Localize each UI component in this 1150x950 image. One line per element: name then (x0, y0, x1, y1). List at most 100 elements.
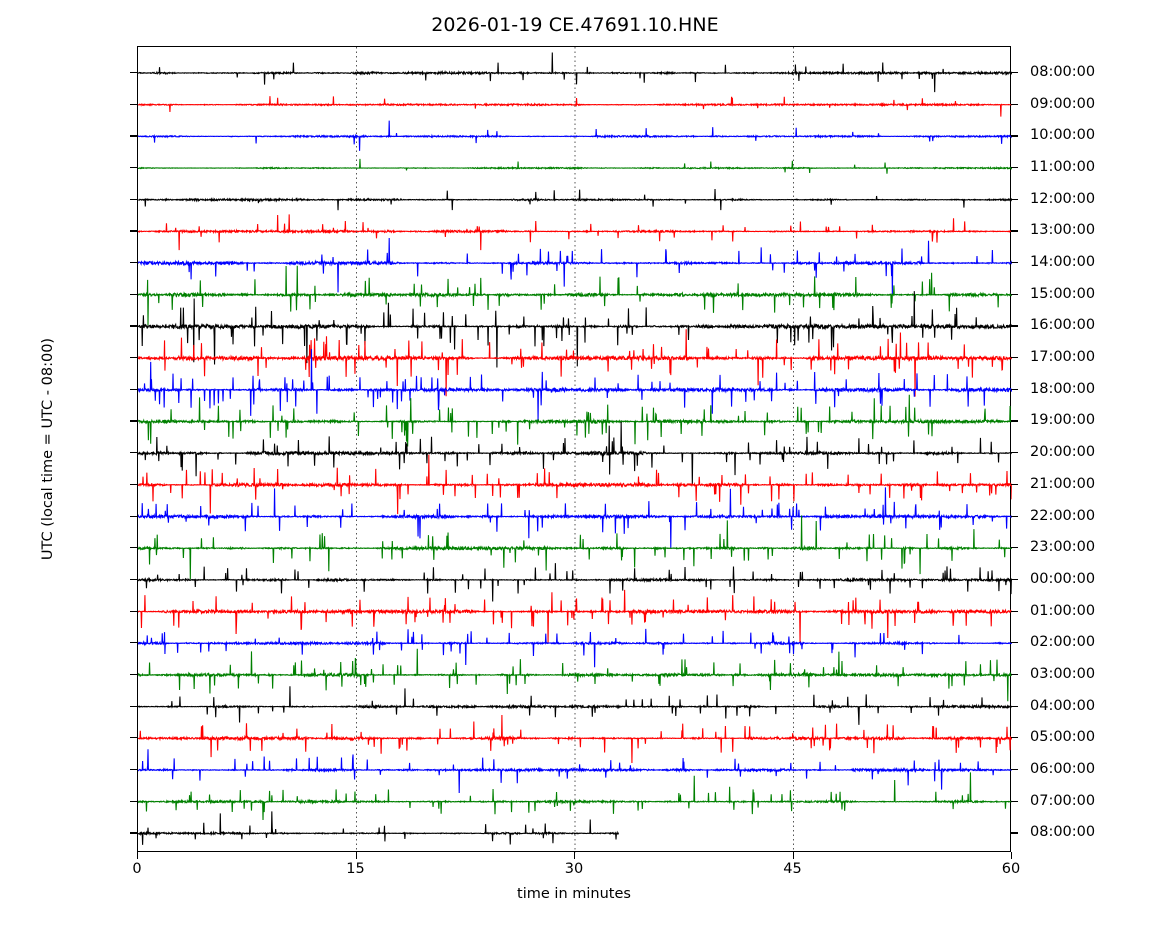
waveform-trace-19 (138, 648, 1012, 702)
y-tick-label-right-9: 17:00:00 (1030, 348, 1096, 365)
y-tick-label-right-0: 08:00:00 (1030, 63, 1096, 80)
y-tick-label-right-2: 10:00:00 (1030, 127, 1096, 144)
waveform-trace-6 (138, 237, 1012, 295)
y-tick-mark-right-19 (1011, 673, 1018, 676)
y-tick-mark-right-24 (1011, 832, 1018, 834)
y-tick-label-right-16: 00:00:00 (1030, 570, 1096, 587)
y-tick-mark-left-10 (130, 388, 137, 390)
y-tick-label-right-8: 16:00:00 (1030, 317, 1096, 334)
waveform-trace-10 (138, 349, 1012, 421)
waveform-trace-23 (138, 772, 1012, 821)
y-tick-mark-right-8 (1011, 325, 1018, 327)
waveform-trace-18 (138, 628, 1012, 668)
y-tick-mark-right-9 (1011, 357, 1018, 359)
y-tick-mark-left-24 (130, 832, 137, 834)
x-tick-label-4: 60 (1001, 861, 1021, 877)
y-tick-mark-left-5 (130, 230, 137, 232)
y-tick-label-right-12: 20:00:00 (1030, 443, 1096, 460)
y-tick-label-right-23: 07:00:00 (1030, 792, 1096, 809)
waveform-trace-17 (138, 589, 1012, 644)
y-tick-mark-left-13 (130, 483, 137, 486)
y-tick-mark-right-11 (1011, 420, 1018, 422)
y-tick-mark-right-6 (1011, 262, 1018, 264)
y-tick-mark-left-4 (130, 198, 137, 200)
y-tick-mark-right-7 (1011, 293, 1018, 295)
y-tick-mark-left-0 (130, 72, 137, 74)
y-tick-mark-left-22 (130, 768, 137, 771)
x-tick-mark-1 (355, 852, 357, 859)
y-tick-mark-right-2 (1011, 135, 1018, 137)
y-tick-mark-left-15 (130, 547, 137, 549)
y-tick-label-right-14: 22:00:00 (1030, 507, 1096, 524)
plot-area (137, 46, 1012, 853)
y-tick-mark-left-23 (130, 800, 137, 802)
y-tick-mark-left-12 (130, 452, 137, 454)
waveform-canvas (138, 47, 1012, 853)
y-tick-mark-left-17 (130, 610, 137, 612)
y-tick-mark-left-1 (130, 103, 137, 105)
y-tick-mark-left-21 (130, 737, 137, 739)
y-tick-mark-right-5 (1011, 230, 1018, 232)
y-tick-mark-right-23 (1011, 800, 1018, 802)
y-tick-mark-left-16 (130, 578, 137, 581)
y-tick-mark-right-17 (1011, 610, 1018, 612)
waveform-trace-3 (138, 158, 1012, 174)
y-tick-label-right-22: 06:00:00 (1030, 760, 1096, 777)
y-tick-mark-left-18 (130, 642, 137, 644)
waveform-trace-21 (138, 715, 1012, 764)
waveform-trace-24 (138, 811, 620, 845)
waveform-trace-1 (138, 96, 1012, 117)
y-tick-mark-right-18 (1011, 642, 1018, 644)
x-tick-mark-4 (1011, 852, 1013, 859)
waveform-trace-16 (138, 563, 1012, 602)
x-axis-label: time in minutes (517, 886, 631, 902)
y-tick-mark-right-3 (1011, 167, 1018, 169)
y-tick-mark-right-12 (1011, 452, 1018, 454)
y-tick-mark-right-1 (1011, 103, 1018, 105)
waveform-trace-11 (138, 394, 1012, 447)
waveform-trace-4 (138, 189, 1012, 211)
y-tick-mark-right-20 (1011, 705, 1018, 707)
waveform-trace-15 (138, 515, 1012, 580)
waveform-trace-0 (138, 52, 1012, 93)
y-tick-label-right-15: 23:00:00 (1030, 538, 1096, 555)
x-tick-label-1: 15 (346, 861, 365, 877)
waveform-trace-13 (138, 454, 1012, 515)
waveform-trace-2 (138, 120, 1012, 151)
y-tick-label-right-11: 19:00:00 (1030, 412, 1096, 429)
waveform-trace-5 (138, 214, 1012, 251)
y-tick-label-right-13: 21:00:00 (1030, 475, 1096, 492)
x-tick-mark-2 (574, 852, 576, 859)
y-tick-label-right-6: 14:00:00 (1030, 253, 1096, 270)
x-tick-label-0: 0 (132, 861, 142, 877)
x-tick-label-3: 45 (783, 861, 802, 877)
y-tick-label-right-7: 15:00:00 (1030, 285, 1096, 302)
y-tick-mark-left-6 (130, 262, 137, 264)
y-tick-mark-left-11 (130, 420, 137, 422)
x-tick-mark-3 (792, 852, 794, 859)
y-tick-mark-right-16 (1011, 578, 1018, 581)
y-tick-mark-right-15 (1011, 547, 1018, 549)
y-tick-mark-right-21 (1011, 737, 1018, 739)
y-tick-mark-right-22 (1011, 768, 1018, 771)
y-tick-mark-left-20 (130, 705, 137, 707)
waveform-trace-20 (138, 686, 1012, 725)
y-tick-label-right-3: 11:00:00 (1030, 158, 1096, 175)
waveform-trace-22 (138, 749, 1012, 794)
x-tick-label-2: 30 (564, 861, 584, 877)
waveform-trace-9 (138, 329, 1012, 397)
y-tick-label-right-20: 04:00:00 (1030, 697, 1096, 714)
y-tick-label-right-24: 08:00:00 (1030, 824, 1096, 841)
waveform-trace-7 (138, 265, 1012, 326)
y-tick-label-right-10: 18:00:00 (1030, 380, 1096, 397)
x-tick-mark-0 (137, 852, 139, 859)
y-tick-mark-left-19 (130, 673, 137, 676)
y-tick-label-right-17: 01:00:00 (1030, 602, 1096, 619)
y-tick-label-right-19: 03:00:00 (1030, 665, 1096, 682)
y-tick-mark-left-7 (130, 293, 137, 295)
y-tick-mark-right-0 (1011, 72, 1018, 74)
y-tick-label-right-5: 13:00:00 (1030, 222, 1096, 239)
y-tick-mark-left-9 (130, 357, 137, 359)
waveform-trace-12 (138, 421, 1012, 485)
y-tick-mark-right-10 (1011, 388, 1018, 390)
